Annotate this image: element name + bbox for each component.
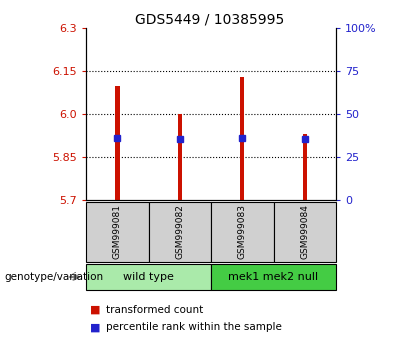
Bar — [115, 86, 120, 200]
Text: percentile rank within the sample: percentile rank within the sample — [106, 322, 282, 332]
Text: mek1 mek2 null: mek1 mek2 null — [228, 272, 319, 282]
Bar — [178, 114, 182, 200]
Text: genotype/variation: genotype/variation — [4, 272, 103, 282]
Text: ■: ■ — [90, 305, 101, 315]
Bar — [240, 77, 244, 200]
Bar — [302, 134, 307, 200]
Text: ■: ■ — [90, 322, 101, 332]
Text: transformed count: transformed count — [106, 305, 204, 315]
Text: wild type: wild type — [123, 272, 174, 282]
Text: GSM999083: GSM999083 — [238, 204, 247, 259]
Text: GSM999084: GSM999084 — [300, 204, 309, 259]
Text: GDS5449 / 10385995: GDS5449 / 10385995 — [135, 12, 285, 27]
Text: GSM999082: GSM999082 — [175, 204, 184, 259]
Text: GSM999081: GSM999081 — [113, 204, 122, 259]
